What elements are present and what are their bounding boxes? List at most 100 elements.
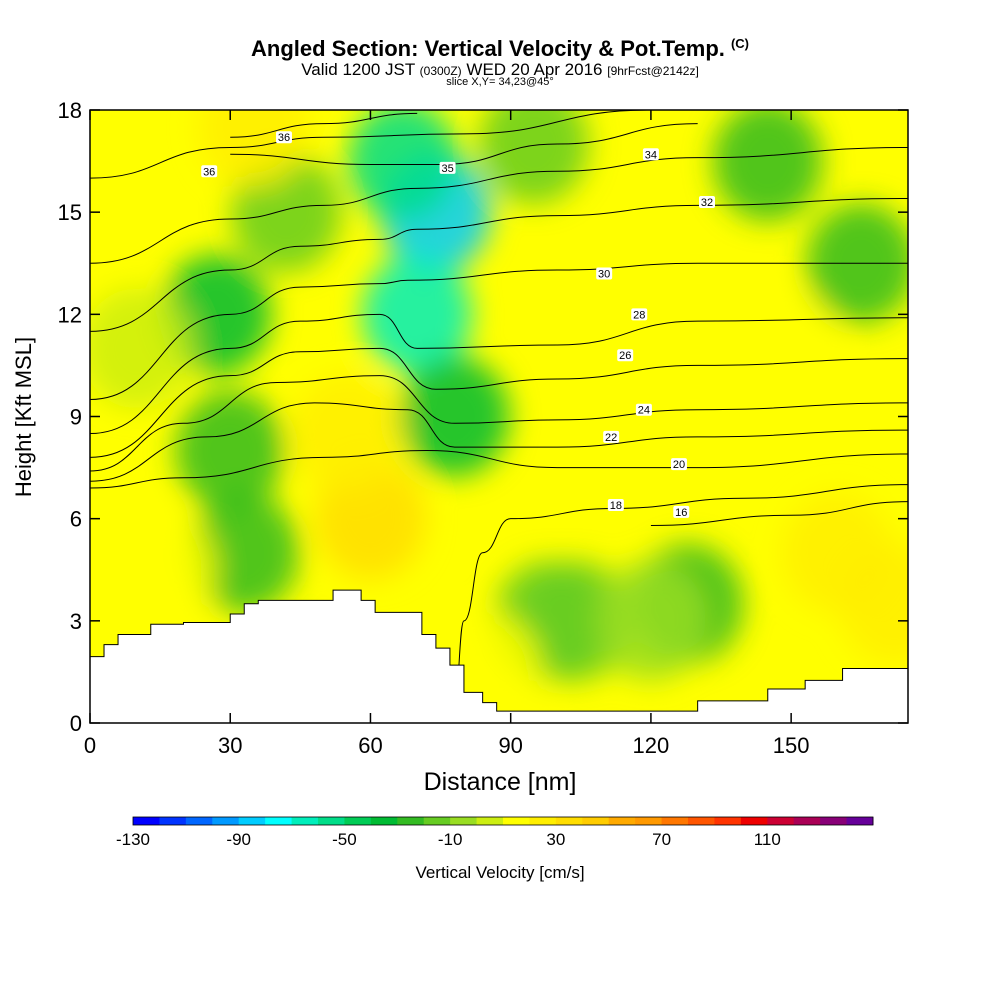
contour-label-bg bbox=[642, 148, 659, 161]
contour-label-bg bbox=[631, 308, 648, 321]
colorbar-swatch-21 bbox=[688, 817, 715, 825]
y-tick-label-18: 18 bbox=[58, 98, 82, 123]
colorbar-swatch-13 bbox=[476, 817, 504, 825]
contour-label-bg bbox=[275, 131, 292, 144]
contour-label-text: 22 bbox=[605, 432, 617, 444]
contour-label-text: 18 bbox=[610, 500, 622, 512]
y-axis-label: Height [Kft MSL] bbox=[11, 336, 36, 498]
contour-labels: 16 18 20 22 24 26 28 30 32 34 35 36 36 bbox=[201, 131, 716, 519]
contour-label-32-8: 32 bbox=[699, 195, 716, 209]
colorbar-swatch-18 bbox=[608, 817, 636, 825]
x-tick-label-120: 120 bbox=[633, 733, 670, 758]
colorbar-swatch-14 bbox=[503, 817, 530, 825]
subtitle-date: WED 20 Apr 2016 bbox=[466, 60, 603, 79]
contour-label-24-4: 24 bbox=[635, 403, 652, 417]
contour-label-text: 30 bbox=[598, 268, 610, 280]
colorbar-swatch-25 bbox=[793, 817, 821, 825]
contour-label-36-11: 36 bbox=[201, 165, 218, 178]
contour-label-bg bbox=[439, 161, 456, 174]
contour-label-bg bbox=[670, 458, 687, 471]
theta-contour-18-1 bbox=[454, 484, 908, 700]
velocity-cell-15 bbox=[479, 110, 590, 205]
colorbar-swatch-7 bbox=[318, 817, 345, 825]
velocity-cell-10 bbox=[399, 356, 510, 477]
velocity-cell-22 bbox=[726, 288, 837, 409]
contour-label-text: 34 bbox=[645, 149, 657, 161]
x-tick-label-30: 30 bbox=[218, 733, 242, 758]
colorbar-swatch-1 bbox=[159, 817, 187, 825]
colorbar-swatch-17 bbox=[582, 817, 610, 825]
contour-label-bg bbox=[603, 430, 620, 443]
colorbar-swatch-5 bbox=[265, 817, 293, 825]
colorbar-tick-70: 70 bbox=[652, 830, 671, 849]
y-tick-label-6: 6 bbox=[70, 507, 82, 532]
y-tick-label-0: 0 bbox=[70, 711, 82, 736]
x-tick-label-0: 0 bbox=[84, 733, 96, 758]
theta-contour-36-12 bbox=[230, 112, 418, 138]
velocity-cell-8 bbox=[348, 110, 459, 222]
contour-label-bg bbox=[635, 403, 652, 416]
x-tick-label-60: 60 bbox=[358, 733, 382, 758]
colorbar-tick--10: -10 bbox=[438, 830, 463, 849]
colorbar-swatch-6 bbox=[291, 817, 319, 825]
colorbar-swatch-19 bbox=[635, 817, 663, 825]
colorbar-frame bbox=[132, 816, 874, 826]
contour-label-22-3: 22 bbox=[603, 430, 620, 444]
colorbar-swatch-0 bbox=[133, 817, 160, 825]
velocity-cell-16 bbox=[712, 110, 823, 222]
velocity-cell-14 bbox=[595, 560, 706, 681]
x-axis-label: Distance [nm] bbox=[423, 768, 577, 796]
slice-info: slice X,Y= 34,23@45° bbox=[446, 76, 554, 88]
contour-label-text: 28 bbox=[633, 309, 645, 321]
colorbar-swatch-26 bbox=[820, 817, 848, 825]
chart-title: Angled Section: Vertical Velocity & Pot.… bbox=[0, 36, 1000, 62]
colorbar-swatch-23 bbox=[740, 817, 768, 825]
colorbar-swatch-8 bbox=[344, 817, 372, 825]
contour-label-20-2: 20 bbox=[670, 458, 687, 471]
velocity-cell-6 bbox=[292, 373, 403, 494]
contour-label-text: 36 bbox=[203, 166, 215, 178]
theta-contour-24-4 bbox=[90, 375, 908, 472]
y-tick-label-15: 15 bbox=[58, 200, 82, 225]
colorbar-swatch-10 bbox=[397, 817, 425, 825]
y-tick-label-9: 9 bbox=[70, 405, 82, 430]
colorbar-tick--130: -130 bbox=[116, 830, 150, 849]
colorbar-swatch-11 bbox=[423, 817, 451, 825]
theta-contour-28-6 bbox=[90, 313, 908, 435]
subtitle-zulu: (0300Z) bbox=[419, 64, 462, 78]
contour-label-text: 16 bbox=[675, 507, 687, 519]
contour-label-text: 35 bbox=[441, 163, 453, 175]
theta-contour-30-7 bbox=[90, 262, 908, 400]
theta-contour-20-2 bbox=[90, 450, 908, 489]
contour-label-28-6: 28 bbox=[631, 308, 648, 321]
colorbar-tick--50: -50 bbox=[332, 830, 357, 849]
chart-title-text: Angled Section: Vertical Velocity & Pot.… bbox=[251, 36, 725, 61]
y-tick-label-3: 3 bbox=[70, 609, 82, 634]
theta-contour-32-8 bbox=[90, 198, 908, 332]
contour-label-text: 26 bbox=[619, 350, 631, 362]
contour-label-36-12: 36 bbox=[275, 131, 292, 144]
colorbar-label: Vertical Velocity [cm/s] bbox=[415, 863, 585, 882]
velocity-cell-2 bbox=[189, 492, 300, 613]
colorbar: -130 -90 -50 -10 30 70 110 bbox=[116, 816, 874, 849]
velocity-cell-19 bbox=[838, 543, 908, 664]
colorbar-swatch-20 bbox=[661, 817, 689, 825]
contour-label-bg bbox=[617, 349, 634, 362]
theta-contour-26-5 bbox=[90, 347, 908, 458]
colorbar-swatch-3 bbox=[212, 817, 240, 825]
y-tick-label-12: 12 bbox=[58, 302, 82, 327]
theta-contour-36-11 bbox=[90, 110, 651, 179]
chart-title-mark: (C) bbox=[730, 36, 749, 51]
contour-label-text: 20 bbox=[673, 459, 685, 471]
contour-label-bg bbox=[607, 499, 624, 512]
contour-label-bg bbox=[699, 195, 716, 208]
subtitle-forecast: [9hrFcst@2142z] bbox=[607, 64, 699, 78]
contour-label-30-7: 30 bbox=[596, 267, 613, 280]
velocity-cell-9 bbox=[362, 254, 473, 375]
terrain-mask bbox=[90, 589, 908, 723]
velocity-cell-1 bbox=[175, 390, 286, 511]
contour-label-text: 36 bbox=[278, 132, 290, 144]
contour-label-35-10: 35 bbox=[439, 161, 456, 175]
colorbar-swatch-22 bbox=[714, 817, 742, 825]
